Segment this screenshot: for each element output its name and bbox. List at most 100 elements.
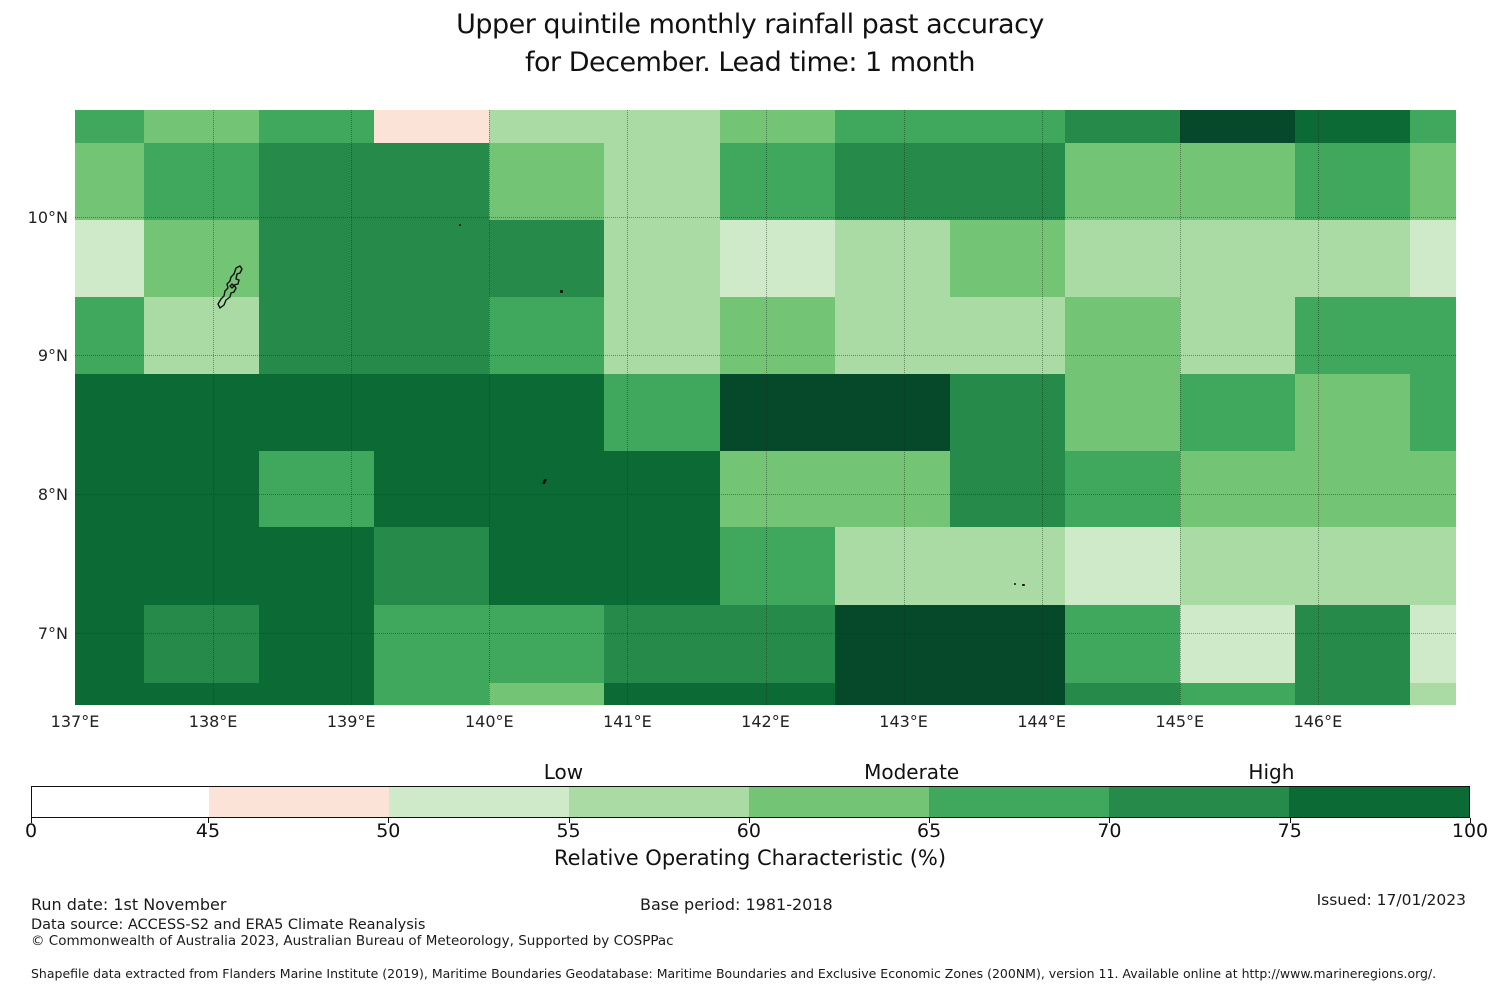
colorbar-tick-value: 60 [736, 820, 761, 842]
map-gridline-vertical [1317, 110, 1319, 705]
grid-cell [834, 219, 950, 298]
colorbar-segment [928, 787, 1109, 817]
x-tick-label: 143°E [879, 712, 928, 731]
grid-cell [75, 451, 145, 528]
colorbar-segment [568, 787, 749, 817]
grid-cell [374, 219, 490, 298]
colorbar-tick-value: 45 [195, 820, 221, 842]
map-gridline-vertical [903, 110, 905, 705]
y-tick-label: 9°N [37, 346, 68, 366]
grid-cell [1179, 219, 1295, 298]
x-tick-label: 142°E [741, 712, 790, 731]
grid-cell [1179, 605, 1295, 683]
colorbar-tick-value: 75 [1277, 820, 1302, 842]
grid-cell [144, 219, 260, 298]
grid-cell [374, 605, 490, 683]
footer-shapefile-credit: Shapefile data extracted from Flanders M… [31, 966, 1437, 981]
grid-cell [719, 219, 835, 298]
grid-cell [604, 527, 720, 606]
island-dot [1014, 582, 1017, 585]
grid-cell [144, 682, 260, 705]
grid-cell [719, 451, 835, 528]
grid-cell [374, 143, 490, 220]
grid-cell [949, 219, 1065, 298]
map-gridline-vertical [1179, 110, 1181, 705]
grid-cell [489, 297, 605, 374]
grid-cell [1410, 527, 1456, 606]
grid-cell [1410, 605, 1456, 683]
grid-cell [834, 605, 950, 683]
colorbar-tick-value: 70 [1097, 820, 1122, 842]
x-tick-label: 138°E [188, 712, 238, 731]
grid-cell [259, 219, 375, 298]
grid-cell [144, 373, 260, 452]
map-gridline-horizontal [75, 494, 1456, 496]
x-tick-label: 141°E [603, 712, 652, 731]
grid-cell [1294, 219, 1410, 298]
grid-cell [259, 682, 375, 705]
grid-cell [1410, 297, 1456, 374]
island-outline [217, 265, 244, 309]
colorbar-tick-value: 100 [1451, 820, 1489, 842]
colorbar-region-label: Moderate [864, 760, 960, 784]
x-tick-label: 144°E [1017, 712, 1067, 731]
island-dot [458, 223, 461, 226]
grid-cell [1179, 682, 1295, 705]
grid-cell [719, 605, 835, 683]
grid-cell [374, 297, 490, 374]
grid-cell [489, 682, 605, 705]
grid-cell [949, 110, 1065, 144]
grid-cell [1294, 682, 1410, 705]
y-tick-label: 8°N [37, 485, 68, 505]
grid-cell [834, 682, 950, 705]
grid-cell [259, 143, 375, 220]
grid-cell [374, 110, 490, 144]
grid-cell [834, 451, 950, 528]
colorbar-segment [32, 787, 209, 817]
grid-cell [1294, 373, 1410, 452]
grid-cell [75, 527, 145, 606]
grid-cell [144, 527, 260, 606]
x-tick-label: 137°E [50, 712, 100, 731]
grid-cell [719, 143, 835, 220]
map-gridline-horizontal [75, 216, 1456, 218]
colorbar-tick-mark [748, 818, 750, 823]
x-tick-label: 145°E [1155, 712, 1205, 731]
grid-cell [719, 297, 835, 374]
grid-cell [604, 143, 720, 220]
grid-cell [719, 110, 835, 144]
grid-cell [604, 219, 720, 298]
x-tick-label: 139°E [326, 712, 376, 731]
grid-cell [719, 527, 835, 606]
grid-cell [834, 110, 950, 144]
colorbar-segment [1288, 787, 1469, 817]
grid-cell [1294, 110, 1410, 144]
island-dot [559, 290, 563, 294]
colorbar-tick-mark [1289, 818, 1291, 823]
colorbar-segment [748, 787, 929, 817]
grid-cell [144, 297, 260, 374]
grid-cell [949, 527, 1065, 606]
colorbar-segment [208, 787, 389, 817]
grid-cell [259, 373, 375, 452]
grid-cell [259, 605, 375, 683]
map-gridline-vertical [765, 110, 767, 705]
map-gridline-horizontal [75, 632, 1456, 634]
grid-cell [259, 451, 375, 528]
grid-cell [1064, 682, 1180, 705]
grid-cell [1064, 297, 1180, 374]
footer-run-date: Run date: 1st November [31, 895, 227, 914]
grid-cell [1064, 373, 1180, 452]
grid-cell [1064, 110, 1180, 144]
grid-cell [144, 110, 260, 144]
island-dot [1022, 584, 1026, 587]
grid-cell [1294, 297, 1410, 374]
footer-data-source: Data source: ACCESS-S2 and ERA5 Climate … [31, 917, 426, 933]
grid-cell [949, 605, 1065, 683]
grid-cell [949, 682, 1065, 705]
grid-cell [1064, 451, 1180, 528]
grid-cell [374, 682, 490, 705]
colorbar-tick-value: 50 [376, 820, 401, 842]
grid-cell [834, 297, 950, 374]
grid-cell [374, 527, 490, 606]
